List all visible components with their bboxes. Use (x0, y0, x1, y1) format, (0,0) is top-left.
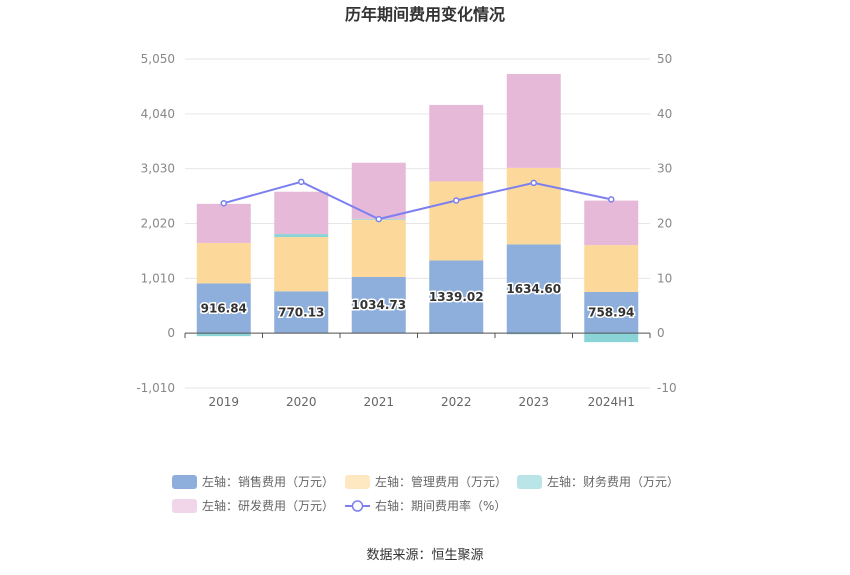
bar-data-label: 916.84 (201, 301, 247, 315)
source-note: 数据来源：恒生聚源 (366, 548, 483, 563)
bar-series (196, 73, 639, 343)
bar-segment (196, 283, 251, 334)
x-tick-label: 2020 (286, 395, 317, 409)
bar-segment (274, 191, 329, 235)
right-tick-label: 30 (657, 162, 672, 176)
rate-point (298, 178, 305, 186)
bar-labels: 916.84 770.13 1034.73 1339.02 1634.60 758.94 (199, 280, 636, 321)
left-tick-label: 4,040 (141, 107, 175, 121)
left-tick-label: 3,030 (141, 162, 175, 176)
bar-segment (506, 167, 561, 245)
bar-data-label: 1034.73 (351, 298, 406, 312)
x-tick-label: 2021 (363, 395, 394, 409)
left-tick-label: 2,020 (141, 217, 175, 231)
left-axis: -1,010 0 1,010 2,020 3,030 4,040 5,050 (136, 52, 175, 395)
right-tick-label: 0 (657, 326, 665, 340)
x-tick-label: 2023 (518, 395, 549, 409)
legend-swatch (172, 475, 197, 489)
legend-label: 左轴：研发费用（万元） (202, 498, 334, 513)
x-axis: 2019 2020 2021 2022 2023 2024H1 (208, 395, 634, 409)
bar-segment (351, 219, 406, 277)
rate-point (453, 197, 460, 204)
bar-segment (274, 291, 329, 334)
bar-segment (506, 73, 561, 168)
bar-segment (429, 104, 484, 182)
legend-swatch (517, 475, 542, 489)
bar-segment (506, 333, 561, 335)
grid-lines (185, 58, 650, 389)
rate-point (608, 196, 615, 203)
bar-segment (196, 203, 251, 243)
left-tick-label: 1,010 (141, 271, 175, 285)
bar-segment (584, 200, 639, 246)
rate-point (530, 179, 537, 187)
rate-line (223, 180, 612, 221)
bar-segment (274, 237, 329, 292)
bar-segment (429, 260, 484, 334)
x-tick-label: 2024H1 (588, 395, 635, 409)
bar-data-label: 770.13 (278, 305, 324, 319)
bar-segment (351, 276, 406, 334)
left-tick-label: 5,050 (141, 52, 175, 66)
legend-label: 右轴：期间费用率（%） (375, 498, 506, 513)
bar-data-label: 1339.02 (429, 290, 484, 304)
rate-point (375, 215, 382, 223)
bar-segment (506, 244, 561, 334)
rate-point (220, 199, 227, 207)
bar-segment (196, 333, 251, 337)
legend-label: 左轴：销售费用（万元） (202, 474, 334, 489)
bar-segment (584, 291, 639, 334)
right-tick-label: 50 (657, 52, 672, 66)
right-axis: -10 0 10 20 30 40 50 (657, 52, 677, 395)
legend-label: 左轴：财务费用（万元） (547, 474, 679, 489)
zero-axis-line (184, 332, 651, 339)
legend-point-marker (351, 500, 364, 512)
x-tick-label: 2022 (441, 395, 472, 409)
right-tick-label: 10 (657, 271, 672, 285)
x-tick-label: 2019 (208, 395, 239, 409)
bar-data-label: 758.94 (588, 306, 634, 320)
legend: 左轴：销售费用（万元） 左轴：管理费用（万元） 左轴：财务费用（万元） 左轴：研发费用… (172, 474, 679, 513)
right-tick-label: -10 (657, 381, 677, 395)
bar-segment (429, 181, 484, 261)
bar-segment (584, 333, 639, 343)
bar-data-label: 1634.60 (506, 282, 561, 296)
legend-label: 左轴：管理费用（万元） (375, 474, 507, 489)
bar-segment (274, 234, 329, 238)
legend-swatch (345, 475, 370, 489)
left-tick-label: -1,010 (136, 381, 175, 395)
left-tick-label: 0 (167, 326, 175, 340)
right-tick-label: 20 (657, 217, 672, 231)
bar-segment (584, 245, 639, 292)
bar-segment (196, 242, 251, 284)
right-tick-label: 40 (657, 107, 672, 121)
chart-title: 历年期间费用变化情况 (345, 5, 505, 24)
legend-swatch (172, 499, 197, 513)
rate-line-series (220, 178, 615, 223)
